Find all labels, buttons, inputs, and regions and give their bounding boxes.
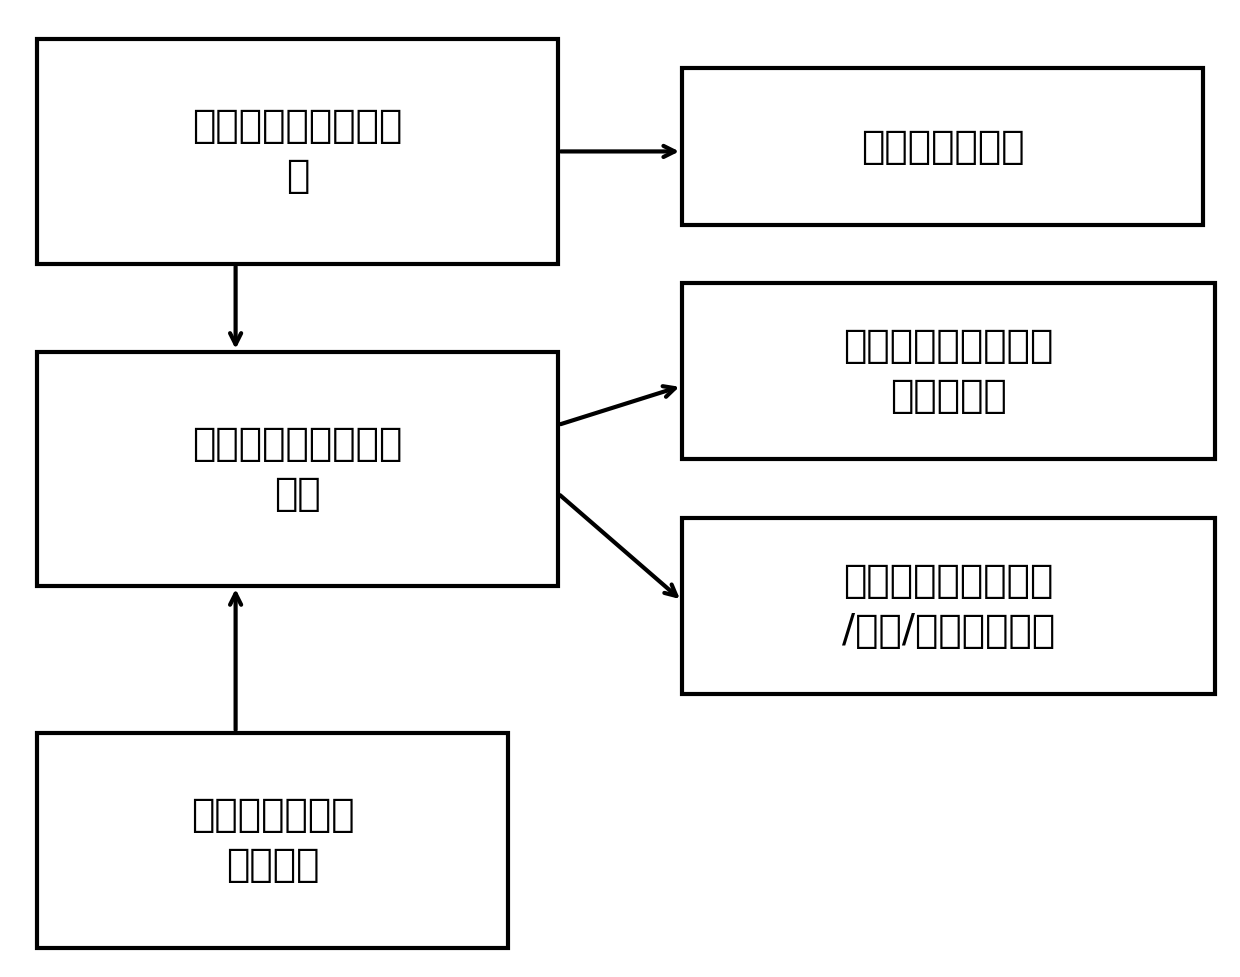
- Bar: [37, 733, 508, 948]
- Bar: [682, 518, 1215, 694]
- Text: 视频播放功能：实时
/历史/物理数据视频: 视频播放功能：实时 /历史/物理数据视频: [842, 562, 1055, 650]
- Bar: [682, 283, 1215, 459]
- Bar: [682, 68, 1203, 225]
- Text: 立体图像生成及显示
系统: 立体图像生成及显示 系统: [192, 425, 403, 513]
- Text: 大数据储存设备: 大数据储存设备: [861, 128, 1024, 165]
- Text: 信号源采集：监控系
统: 信号源采集：监控系 统: [192, 107, 403, 195]
- Text: 人机交互系统：
手势识别: 人机交互系统： 手势识别: [191, 796, 355, 884]
- Bar: [37, 39, 558, 264]
- Bar: [37, 352, 558, 586]
- Text: 放大，缩小，旋转，
进入等功能: 放大，缩小，旋转， 进入等功能: [843, 327, 1054, 415]
